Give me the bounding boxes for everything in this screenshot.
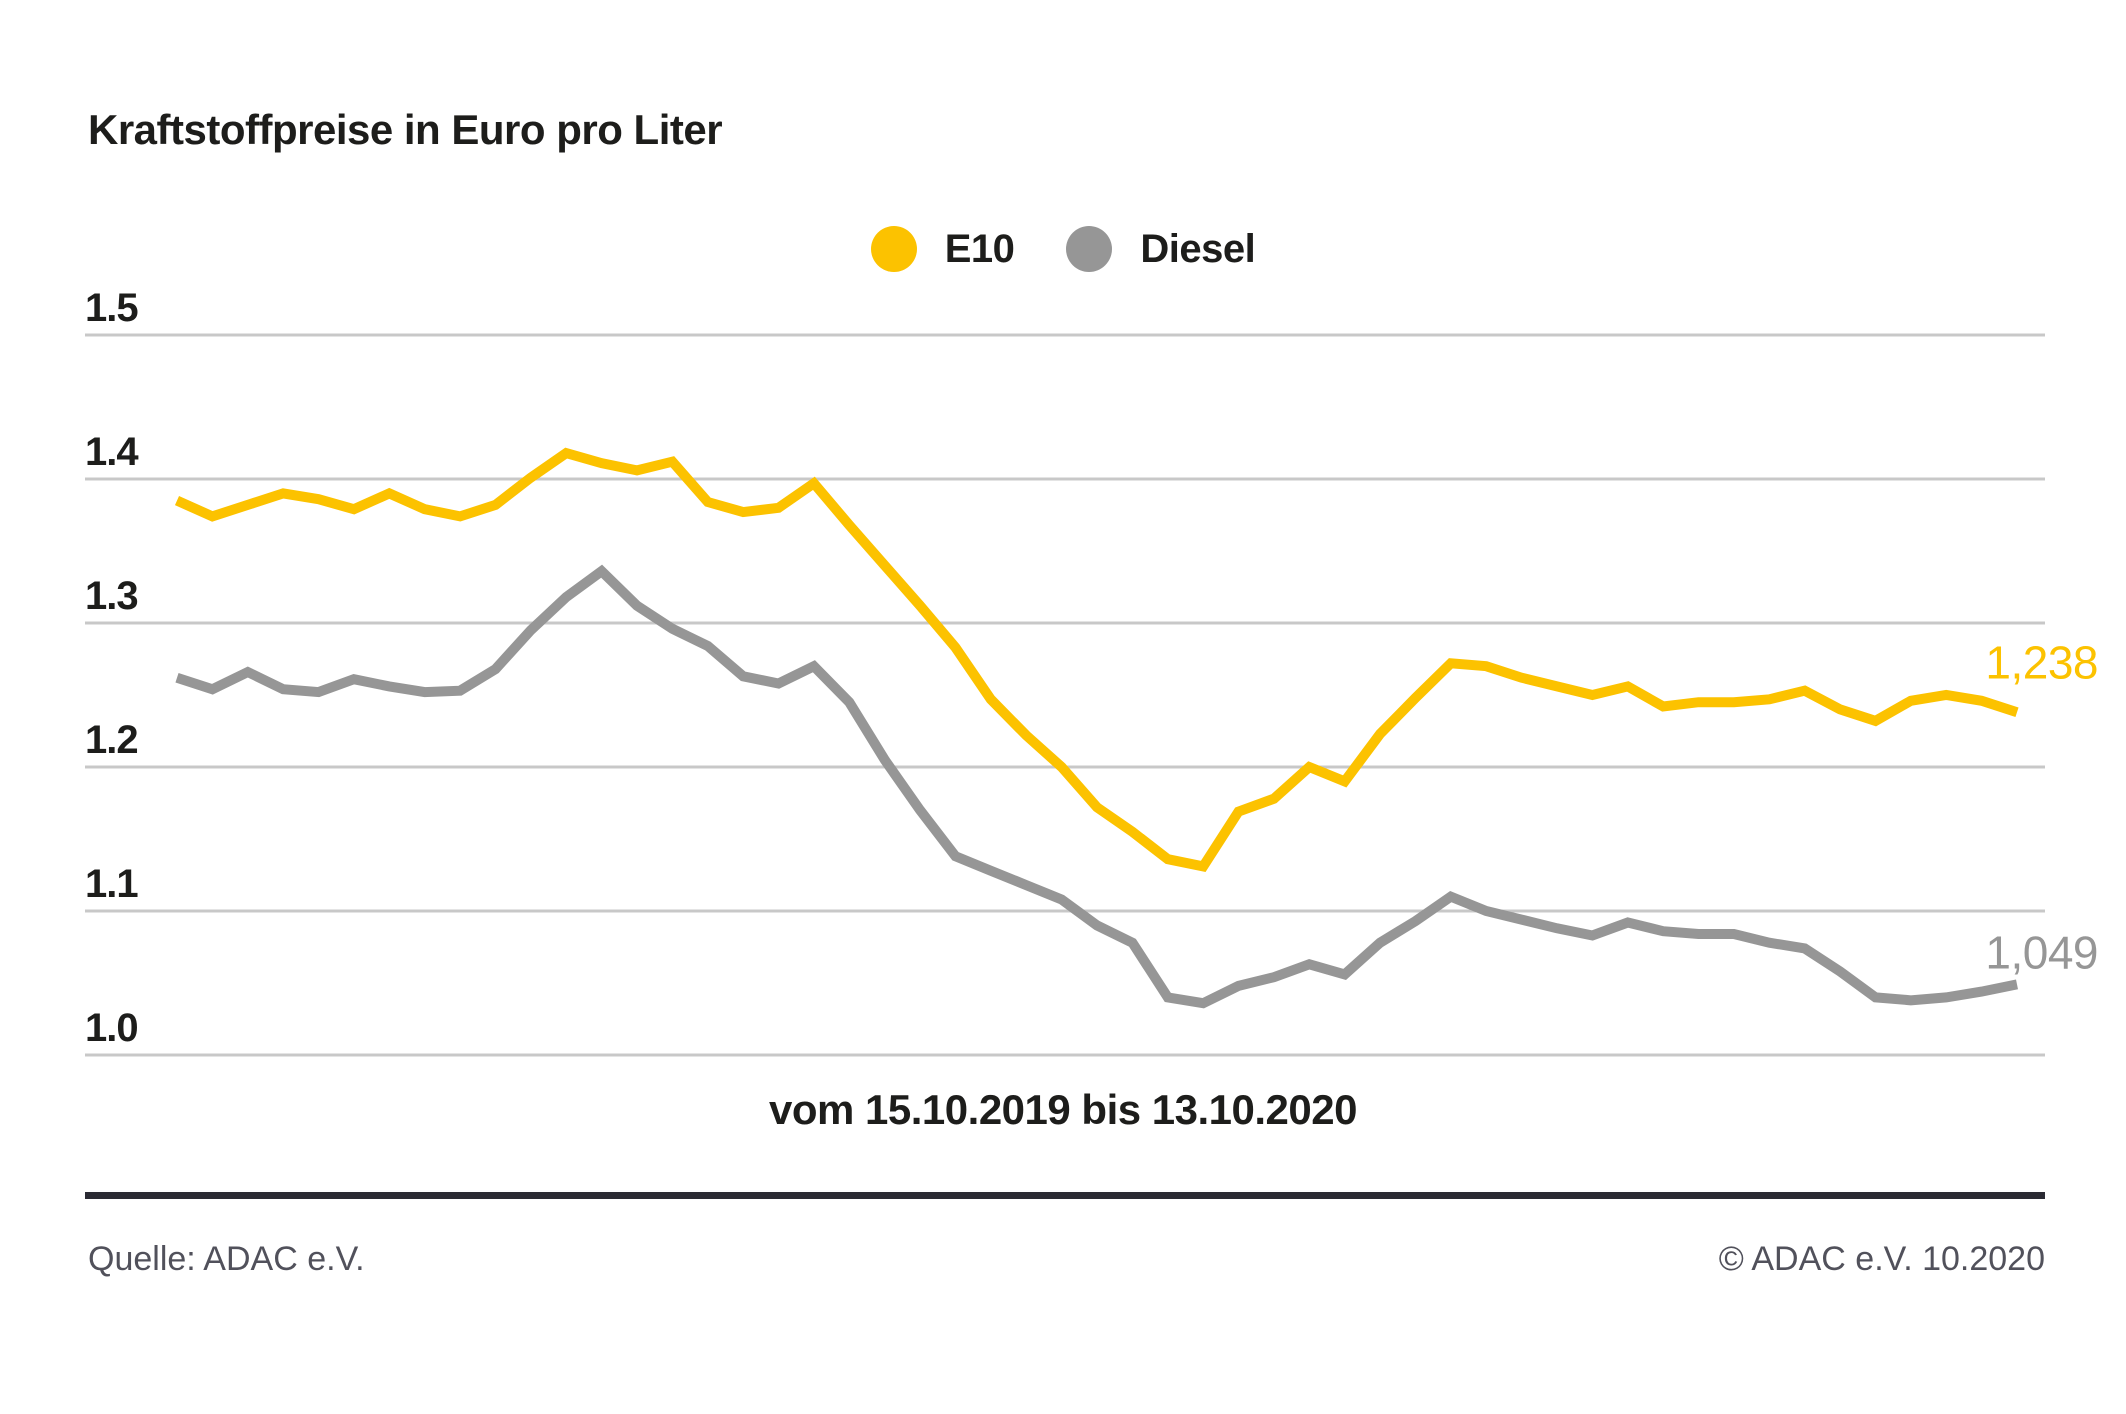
- y-axis-tick-label: 1.5: [85, 286, 138, 330]
- legend-item-diesel: Diesel: [1066, 226, 1256, 272]
- e10-line: [174, 447, 2019, 872]
- chart-title: Kraftstoffpreise in Euro pro Liter: [88, 106, 723, 153]
- diesel-line: [175, 564, 2018, 1009]
- y-axis-tick-label: 1.1: [85, 862, 138, 906]
- series-lines-layer: [174, 447, 2019, 1009]
- value-labels-layer: 1,238 1,049: [1985, 636, 2098, 978]
- y-axis-tick-label: 1.3: [85, 574, 138, 618]
- y-axis-tick-label: 1.0: [85, 1006, 138, 1050]
- legend-label-diesel: Diesel: [1140, 226, 1256, 271]
- footer-copyright-text: © ADAC e.V. 10.2020: [1718, 1240, 2045, 1278]
- x-axis-date-range-label: vom 15.10.2019 bis 13.10.2020: [769, 1086, 1357, 1133]
- legend-item-e10: E10: [870, 226, 1015, 272]
- footer-divider: [85, 1192, 2045, 1199]
- legend: E10 Diesel: [0, 226, 2126, 272]
- y-axis-tick-label: 1.4: [85, 430, 139, 474]
- diesel-legend-dot-icon: [1066, 226, 1113, 272]
- footer-source-text: Quelle: ADAC e.V.: [88, 1240, 365, 1278]
- y-axis-tick-label: 1.2: [85, 718, 138, 762]
- diesel-end-value-label: 1,049: [1985, 926, 2098, 978]
- legend-label-e10: E10: [944, 226, 1015, 271]
- gridlines-layer: 1.5 1.4 1.3 1.2 1.1 1.0: [85, 286, 2045, 1057]
- e10-legend-dot-icon: [870, 226, 917, 272]
- e10-end-value-label: 1,238: [1985, 636, 2098, 688]
